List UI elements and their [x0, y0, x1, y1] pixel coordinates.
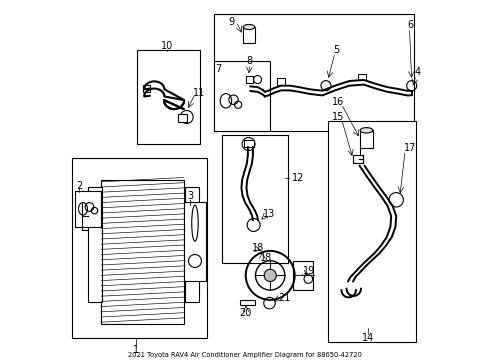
Bar: [101, 180, 184, 324]
Text: 18: 18: [252, 243, 265, 253]
Bar: [240, 300, 255, 305]
Text: 2: 2: [76, 181, 82, 191]
Text: 12: 12: [292, 173, 304, 183]
Bar: [243, 27, 255, 43]
Ellipse shape: [243, 24, 255, 30]
Bar: [293, 261, 313, 290]
Bar: [244, 140, 254, 147]
Text: 18: 18: [260, 253, 272, 264]
Bar: [88, 187, 102, 302]
Bar: [277, 78, 285, 85]
Bar: [178, 114, 187, 122]
Text: 1: 1: [133, 345, 139, 355]
Bar: [358, 74, 367, 80]
Text: 4: 4: [415, 67, 421, 77]
Text: 20: 20: [239, 308, 251, 318]
Text: 2021 Toyota RAV4 Air Conditioner Amplifier Diagram for 88650-42720: 2021 Toyota RAV4 Air Conditioner Amplifi…: [128, 352, 362, 358]
Bar: [137, 50, 200, 144]
Bar: [185, 187, 198, 302]
Circle shape: [264, 269, 276, 282]
Bar: [221, 135, 288, 263]
Bar: [144, 85, 150, 92]
Text: 9: 9: [229, 17, 235, 27]
Bar: [75, 191, 101, 227]
Text: 13: 13: [263, 209, 275, 219]
Bar: [328, 121, 416, 342]
Text: 6: 6: [408, 20, 414, 30]
Text: 17: 17: [404, 143, 416, 153]
Text: 8: 8: [247, 56, 253, 66]
Bar: [72, 158, 207, 338]
Ellipse shape: [360, 128, 373, 133]
Text: 5: 5: [333, 45, 340, 55]
Bar: [215, 14, 414, 131]
Text: 21: 21: [278, 293, 291, 303]
Text: 16: 16: [332, 96, 344, 107]
Text: 7: 7: [216, 64, 222, 74]
Bar: [353, 155, 363, 163]
Text: 19: 19: [303, 266, 315, 276]
Bar: [360, 130, 373, 148]
Bar: [215, 61, 270, 131]
Text: 11: 11: [193, 88, 205, 98]
Text: 3: 3: [187, 191, 194, 201]
Text: 14: 14: [362, 333, 374, 343]
Bar: [184, 202, 206, 281]
Bar: [246, 76, 253, 83]
Text: 15: 15: [332, 112, 344, 122]
Text: 10: 10: [161, 41, 173, 51]
